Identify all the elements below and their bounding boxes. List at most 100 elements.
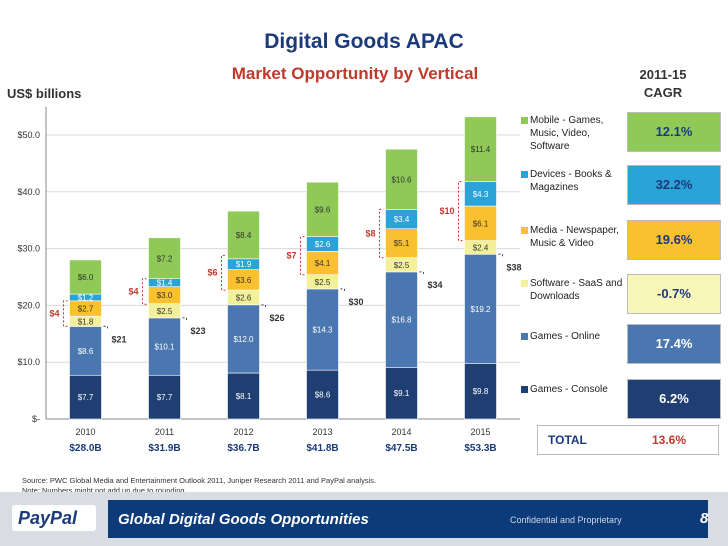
bar-segment-online bbox=[464, 253, 497, 364]
data-label-devices: $1.2 bbox=[78, 293, 94, 302]
page-title: Digital Goods APAC bbox=[264, 30, 464, 53]
bar-segment-console bbox=[306, 369, 339, 420]
x-tick-label: 2012 bbox=[233, 427, 253, 437]
data-label-online: $14.3 bbox=[312, 326, 333, 335]
y-tick-label: $- bbox=[32, 414, 40, 424]
units-label: US$ billions bbox=[7, 86, 82, 101]
footer-confidential: Confidential and Proprietary bbox=[510, 515, 622, 525]
data-label-online: $12.0 bbox=[233, 335, 254, 344]
legend-label-media: Media - Newspaper, Music & Video bbox=[530, 225, 619, 249]
data-label-mobile: $11.4 bbox=[471, 145, 491, 154]
data-label-devices: $2.6 bbox=[315, 240, 331, 249]
legend-swatch-mobile bbox=[521, 117, 528, 124]
cagr-header-period: 2011-15 bbox=[639, 67, 687, 82]
legend-label-software: Software - SaaS and Downloads bbox=[530, 278, 623, 302]
media-bracket-label: $4 bbox=[128, 286, 138, 296]
total-label: TOTAL bbox=[548, 433, 587, 447]
legend-swatch-software bbox=[521, 280, 528, 287]
cagr-console: 6.2% bbox=[627, 379, 721, 419]
data-label-devices: $1.9 bbox=[236, 260, 252, 269]
data-label-mobile: $9.6 bbox=[315, 205, 331, 214]
legend-item-media: Media - Newspaper, Music & Video bbox=[521, 224, 625, 250]
x-tick-label: 2010 bbox=[75, 427, 95, 437]
data-label-software: $2.6 bbox=[236, 293, 252, 302]
online-bracket-label: $30 bbox=[349, 297, 364, 307]
data-label-software: $2.5 bbox=[394, 261, 410, 270]
media-bracket-label: $7 bbox=[286, 251, 296, 261]
data-label-media: $4.1 bbox=[315, 259, 331, 268]
data-label-console: $9.1 bbox=[394, 389, 410, 398]
data-label-media: $5.1 bbox=[394, 239, 410, 248]
legend-swatch-console bbox=[521, 386, 528, 393]
media-bracket-label: $10 bbox=[439, 206, 454, 216]
total-label: $53.3B bbox=[464, 443, 496, 454]
data-label-online: $8.6 bbox=[78, 347, 94, 356]
online-bracket-label: $26 bbox=[270, 313, 285, 323]
data-label-console: $7.7 bbox=[157, 393, 173, 402]
online-bracket bbox=[261, 304, 266, 309]
footer-bar bbox=[108, 500, 708, 538]
cagr-media: 19.6% bbox=[627, 220, 721, 260]
bar-segment-mobile bbox=[148, 237, 181, 280]
y-tick-label: $50.0 bbox=[17, 130, 40, 140]
media-bracket bbox=[458, 181, 463, 242]
rounding-note: Note: Numbers might not add up due to ro… bbox=[22, 486, 187, 495]
bar-segment-console bbox=[69, 374, 102, 420]
data-label-devices: $4.3 bbox=[473, 190, 489, 199]
online-bracket bbox=[498, 253, 503, 259]
bar-segment-online bbox=[148, 317, 181, 376]
data-label-console: $8.6 bbox=[315, 391, 331, 400]
bar-segment-mobile bbox=[69, 259, 102, 295]
data-label-mobile: $8.4 bbox=[236, 231, 252, 240]
data-label-online: $19.2 bbox=[470, 305, 491, 314]
bar-segment-console bbox=[464, 363, 497, 420]
media-bracket-label: $6 bbox=[207, 268, 217, 278]
media-bracket bbox=[63, 300, 68, 327]
legend-item-software: Software - SaaS and Downloads bbox=[521, 277, 625, 303]
x-tick-label: 2014 bbox=[391, 427, 411, 437]
total-label: $31.9B bbox=[148, 443, 180, 454]
bar-segment-mobile bbox=[227, 210, 260, 260]
data-label-media: $3.0 bbox=[157, 291, 173, 300]
bar-segment-online bbox=[385, 271, 418, 368]
cagr-software: -0.7% bbox=[627, 274, 721, 314]
data-label-media: $2.7 bbox=[78, 305, 94, 314]
bar-segment-online bbox=[306, 288, 339, 371]
media-bracket-label: $4 bbox=[49, 309, 59, 319]
total-label: $41.8B bbox=[306, 443, 338, 454]
media-bracket-label: $8 bbox=[365, 229, 375, 239]
cagr-header: 2011-15 CAGR bbox=[628, 66, 698, 102]
data-label-software: $2.4 bbox=[473, 243, 489, 252]
paypal-logo: PayPal bbox=[12, 505, 96, 531]
data-label-mobile: $7.2 bbox=[157, 254, 173, 263]
total-label: $28.0B bbox=[69, 443, 101, 454]
legend-label-console: Games - Console bbox=[530, 384, 608, 395]
data-label-software: $2.5 bbox=[157, 307, 173, 316]
legend-item-online: Games - Online bbox=[521, 330, 625, 343]
online-bracket bbox=[182, 317, 187, 322]
data-label-software: $2.5 bbox=[315, 278, 331, 287]
media-bracket bbox=[142, 278, 147, 305]
paypal-logo-text: PayPal bbox=[18, 508, 78, 528]
page-subtitle: Market Opportunity by Vertical bbox=[231, 64, 479, 83]
data-label-console: $7.7 bbox=[78, 393, 94, 402]
data-label-media: $3.6 bbox=[236, 276, 252, 285]
legend-label-devices: Devices - Books & Magazines bbox=[530, 169, 612, 193]
data-label-console: $8.1 bbox=[236, 392, 252, 401]
x-tick-label: 2011 bbox=[155, 427, 174, 437]
source-note: Source: PWC Global Media and Entertainme… bbox=[22, 476, 376, 496]
bar-segment-media bbox=[385, 228, 418, 258]
cagr-devices: 32.2% bbox=[627, 165, 721, 205]
total-label: $36.7B bbox=[227, 443, 259, 454]
x-tick-label: 2013 bbox=[312, 427, 332, 437]
bar-segment-console bbox=[227, 372, 260, 420]
source-text: Source: PWC Global Media and Entertainme… bbox=[22, 476, 377, 485]
data-label-mobile: $10.6 bbox=[391, 175, 412, 184]
legend-item-devices: Devices - Books & Magazines bbox=[521, 168, 625, 194]
legend-item-console: Games - Console bbox=[521, 383, 625, 396]
bar-segment-console bbox=[385, 367, 418, 420]
online-bracket bbox=[419, 271, 424, 276]
y-tick-label: $40.0 bbox=[17, 187, 40, 197]
y-tick-label: $20.0 bbox=[17, 300, 40, 310]
data-label-software: $1.8 bbox=[78, 317, 94, 326]
